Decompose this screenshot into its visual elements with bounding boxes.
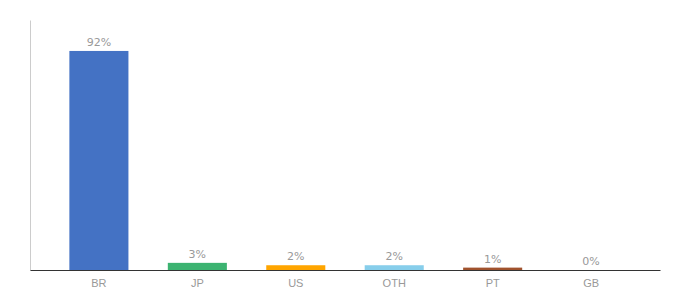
bar <box>365 265 424 270</box>
y-axis <box>30 21 31 271</box>
bar <box>69 51 128 270</box>
x-tick-label: JP <box>191 277 204 289</box>
plot: BR JP US OTH PT GB 92% 3% 2% 2% 1% 0% <box>31 21 661 289</box>
x-axis: BR JP US OTH PT GB <box>31 271 661 289</box>
x-tick: PT <box>486 277 500 289</box>
bar <box>463 268 522 270</box>
data-label: 92% <box>87 36 111 49</box>
x-tick: JP <box>191 277 204 289</box>
data-label: 1% <box>484 253 501 266</box>
data-label: 0% <box>582 255 599 268</box>
data-label: 3% <box>189 248 206 261</box>
bar <box>168 263 227 270</box>
data-labels: 92% 3% 2% 2% 1% 0% <box>87 36 600 268</box>
x-tick: OTH <box>383 277 406 289</box>
x-tick-label: GB <box>583 277 599 289</box>
bar <box>562 270 621 271</box>
x-tick: BR <box>91 277 106 289</box>
x-tick-label: US <box>288 277 303 289</box>
x-tick-label: OTH <box>383 277 406 289</box>
y-axis-line <box>30 21 31 271</box>
bars <box>69 51 522 270</box>
bar <box>266 265 325 270</box>
x-axis-line <box>31 270 661 271</box>
data-label: 2% <box>385 250 402 263</box>
x-tick: GB <box>583 277 599 289</box>
chart: BR JP US OTH PT GB 92% 3% 2% 2% 1% 0% <box>0 0 680 300</box>
x-tick-label: PT <box>486 277 500 289</box>
x-tick-label: BR <box>91 277 106 289</box>
x-tick: US <box>288 277 303 289</box>
data-label: 2% <box>287 250 304 263</box>
